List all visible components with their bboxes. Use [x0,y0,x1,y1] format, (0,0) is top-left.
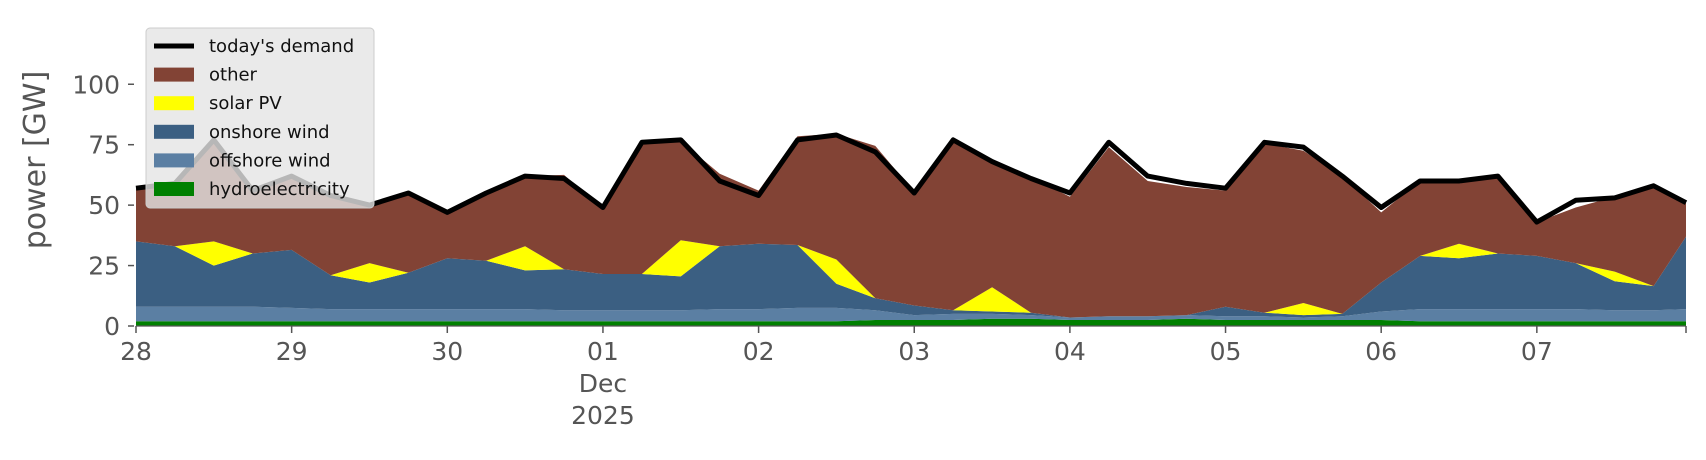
legend-swatch-other [154,67,194,82]
legend-label-other: other [209,65,258,86]
area-series-group [136,133,1686,326]
legend-swatch-hydroelectricity [154,182,194,196]
y-tick-label: 50 [88,191,120,220]
x-tick-label: 28 [120,337,152,366]
area-onshore-wind [136,236,1686,318]
y-axis-label: power [GW] [18,71,53,250]
legend-box [145,27,375,209]
x-sublabel: 2025 [571,401,635,430]
legend-swatch-offshore-wind [154,153,194,168]
legend-label-today-s-demand: today's demand [209,36,354,57]
x-tick-label: 03 [898,337,930,366]
legend-label-hydroelectricity: hydroelectricity [209,179,350,200]
x-tick-label: 06 [1365,337,1397,366]
legend-swatch-solar-pv [154,96,194,111]
x-sublabel: Dec [579,369,627,398]
legend-label-onshore-wind: onshore wind [209,122,330,143]
x-tick-label: 30 [431,337,463,366]
x-tick-label: 29 [276,337,308,366]
area-offshore-wind [136,306,1686,322]
x-tick-label: 07 [1521,337,1553,366]
area-solar-pv [136,236,1686,318]
y-tick-label: 75 [88,131,120,160]
legend: today's demand other solar PV onshore wind o… [145,27,375,209]
y-tick-label: 100 [72,70,120,99]
legend-swatch-onshore-wind [154,124,194,139]
x-tick-label: 01 [587,337,619,366]
legend-label-offshore-wind: offshore wind [209,150,331,171]
x-tick-label: 05 [1210,337,1242,366]
legend-label-solar-pv: solar PV [209,93,282,114]
area-hydroelectricity [136,318,1686,326]
series-line-todays-demand [135,132,1688,225]
x-tick-label: 02 [743,337,775,366]
area-other [136,133,1686,318]
axes-group: 0 25 50 75 100 28 29 30 01 02 03 04 05 06 07 Dec 2025 [72,70,1687,430]
x-tick-label: 04 [1054,337,1086,366]
y-tick-label: 0 [104,312,120,341]
y-tick-label: 25 [88,252,120,281]
